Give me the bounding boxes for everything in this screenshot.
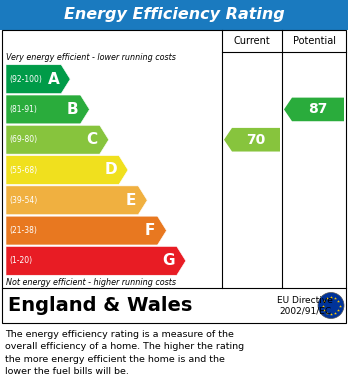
Polygon shape — [6, 246, 186, 275]
Polygon shape — [284, 98, 344, 121]
Text: (55-68): (55-68) — [9, 165, 37, 174]
Polygon shape — [6, 216, 166, 245]
Text: (1-20): (1-20) — [9, 256, 32, 265]
Polygon shape — [6, 65, 70, 93]
Text: Potential: Potential — [293, 36, 335, 46]
Text: England & Wales: England & Wales — [8, 296, 192, 315]
Text: 70: 70 — [246, 133, 266, 147]
Text: Not energy efficient - higher running costs: Not energy efficient - higher running co… — [6, 278, 176, 287]
Text: Very energy efficient - lower running costs: Very energy efficient - lower running co… — [6, 53, 176, 62]
Text: Energy Efficiency Rating: Energy Efficiency Rating — [64, 7, 284, 23]
Polygon shape — [6, 95, 89, 124]
Bar — [0, 0, 348, 30]
Text: D: D — [104, 163, 117, 178]
Text: EU Directive
2002/91/EC: EU Directive 2002/91/EC — [277, 296, 333, 315]
Text: (21-38): (21-38) — [9, 226, 37, 235]
Text: 87: 87 — [308, 102, 328, 117]
Text: B: B — [67, 102, 78, 117]
Text: F: F — [145, 223, 156, 238]
Text: (81-91): (81-91) — [9, 105, 37, 114]
Bar — [2, 30, 346, 323]
Text: Current: Current — [234, 36, 270, 46]
Polygon shape — [6, 126, 109, 154]
Text: C: C — [87, 132, 98, 147]
Text: A: A — [47, 72, 59, 87]
Polygon shape — [6, 156, 128, 185]
Text: (39-54): (39-54) — [9, 196, 37, 205]
Polygon shape — [224, 128, 280, 152]
Circle shape — [318, 292, 344, 319]
Text: (92-100): (92-100) — [9, 75, 42, 84]
Text: G: G — [162, 253, 175, 268]
Text: (69-80): (69-80) — [9, 135, 37, 144]
Text: E: E — [126, 193, 136, 208]
Polygon shape — [6, 186, 147, 215]
Text: The energy efficiency rating is a measure of the
overall efficiency of a home. T: The energy efficiency rating is a measur… — [5, 330, 244, 376]
